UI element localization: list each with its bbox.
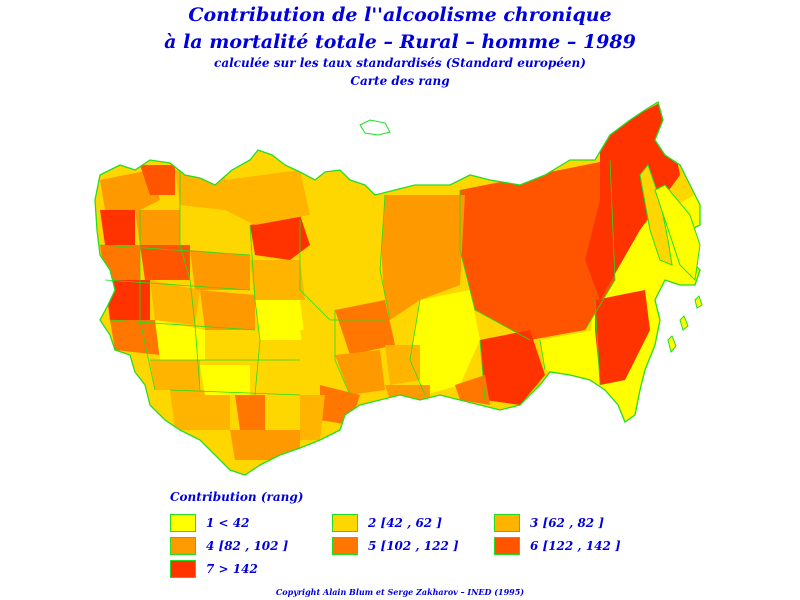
region-amur [540,330,600,380]
legend-item-5: 5 [102 , 122 ] [332,536,459,556]
region-chita [480,330,545,405]
region-sverdlovsk [250,260,305,300]
region-arkhangelsk [225,170,310,225]
map-title-line-2: à la mortalité totale – Rural – homme – … [164,31,636,53]
region-ryazan [150,280,200,325]
region-volga-south [170,390,230,430]
region-tuva [385,385,430,400]
legend-swatch-3 [494,514,520,532]
legend-item-1: 1 < 42 [170,513,249,533]
region-kemerovo [385,345,420,385]
legend-item-7: 7 > 142 [170,559,258,579]
region-buryatia [455,375,490,405]
legend-swatch-1 [170,514,196,532]
legend-label-3: 3 [62 , 82 ] [530,516,604,530]
legend-item-6: 6 [122 , 142 ] [494,536,621,556]
legend-label-2: 2 [42 , 62 ] [368,516,442,530]
legend-label-7: 7 > 142 [206,562,258,576]
region-kostroma [180,210,225,250]
legend-label-4: 4 [82 , 102 ] [206,539,289,553]
region-komi [250,215,310,260]
map-title-line-1: Contribution de l''alcoolisme chronique [188,4,612,26]
legend-label-6: 6 [122 , 142 ] [530,539,621,553]
legend-label-5: 5 [102 , 122 ] [368,539,459,553]
region-tomsk [335,300,395,355]
map-subtitle-2: Carte des rang [350,74,450,88]
region-moscow [140,245,190,280]
region-bryansk [105,280,150,320]
legend-title: Contribution (rang) [170,490,304,504]
region-tatarstan [200,290,255,330]
region-yakutia [460,160,615,340]
legend-label-1: 1 < 42 [206,516,250,530]
region-kazakh-border [300,395,325,440]
region-krasnoyarsk [380,195,465,320]
region-kurgan [300,330,335,360]
legend-swatch-4 [170,537,196,555]
region-borders [99,159,616,401]
region-tyumen [300,220,385,320]
copyright: Copyright Alain Blum et Serge Zakharov –… [275,587,525,597]
region-chelyabinsk [255,300,305,340]
region-khabarovsk [595,290,650,385]
region-kirov [190,250,250,290]
map-subtitle: calculée sur les taux standardisés (Stan… [214,56,586,70]
region-pskov [100,245,140,280]
legend-swatch-7 [170,560,196,578]
region-volgograd [150,360,200,390]
region-saratov [200,365,250,395]
region-karelia [100,170,160,215]
legend-swatch-2 [332,514,358,532]
region-novgorod [135,210,180,245]
region-murmansk [140,165,175,195]
islands [359,119,703,354]
legend-swatch-5 [332,537,358,555]
legend-item-2: 2 [42 , 62 ] [332,513,442,533]
region-south-caucasus [230,430,300,460]
region-penza [155,320,205,360]
region-fills [95,102,700,475]
region-vologda [175,170,225,210]
legend-swatch-6 [494,537,520,555]
region-novosibirsk [335,350,385,395]
region-magadan [585,102,680,300]
region-bashkortostan [250,360,300,395]
legend-item-3: 3 [62 , 82 ] [494,513,604,533]
region-orenburg [235,395,265,430]
country-outline [94,100,701,476]
region-belgorod [110,320,160,355]
region-irkutsk [410,290,480,395]
region-samara [205,330,255,365]
region-leningrad [100,210,135,245]
legend-item-4: 4 [82 , 102 ] [170,536,288,556]
